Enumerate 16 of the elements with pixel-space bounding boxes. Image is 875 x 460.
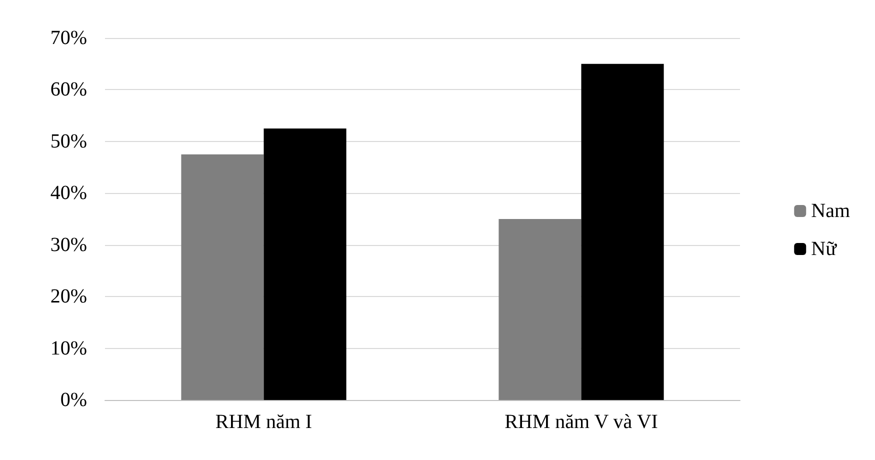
y-tick-label: 60%: [50, 78, 87, 101]
bar: [581, 64, 664, 400]
legend-label: Nam: [811, 200, 850, 222]
bar: [181, 154, 264, 400]
bar: [498, 219, 582, 400]
legend-label: Nữ: [811, 238, 838, 260]
y-tick-label: 0%: [60, 389, 87, 411]
y-tick-label: 70%: [50, 27, 87, 49]
y-tick-label: 10%: [50, 337, 87, 360]
x-tick-label: RHM năm I: [215, 411, 312, 433]
x-tick-label: RHM năm V và VI: [504, 411, 658, 433]
y-tick-label: 20%: [50, 286, 87, 308]
y-tick-label: 30%: [50, 234, 87, 256]
y-tick-label: 50%: [50, 130, 87, 152]
bar: [264, 128, 346, 400]
y-tick-label: 40%: [50, 182, 87, 204]
